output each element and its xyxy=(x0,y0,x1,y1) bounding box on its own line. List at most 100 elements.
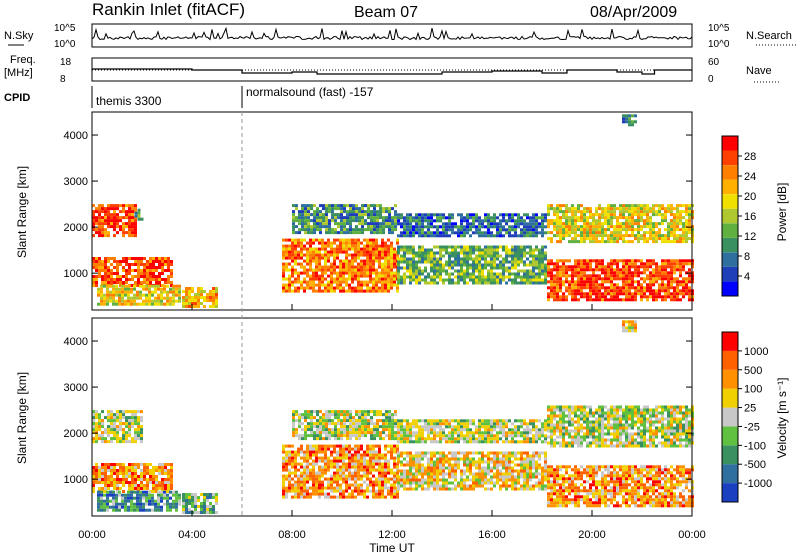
heatmap-cell xyxy=(351,256,354,260)
heatmap-cell xyxy=(215,511,218,514)
heatmap-cell xyxy=(571,277,574,281)
heatmap-cell xyxy=(301,222,304,226)
heatmap-cell xyxy=(652,222,655,226)
heatmap-cell xyxy=(321,486,324,490)
heatmap-cell xyxy=(128,269,131,272)
heatmap-cell xyxy=(139,302,142,306)
heatmap-cell xyxy=(130,296,133,300)
heatmap-cell xyxy=(95,257,98,260)
heatmap-cell xyxy=(550,231,553,235)
heatmap-cell xyxy=(304,431,307,435)
heatmap-cell xyxy=(424,266,427,270)
heatmap-cell xyxy=(122,466,125,469)
heatmap-cell xyxy=(95,266,98,269)
heatmap-cell xyxy=(391,434,394,438)
heatmap-cell xyxy=(118,287,121,291)
heatmap-cell xyxy=(98,272,101,275)
heatmap-cell xyxy=(688,277,691,281)
heatmap-cell xyxy=(457,275,460,279)
heatmap-cell xyxy=(604,210,607,214)
heatmap-cell xyxy=(148,508,151,512)
heatmap-cell xyxy=(469,222,472,226)
heatmap-cell xyxy=(215,305,218,308)
y-tick-label: 3000 xyxy=(64,176,88,188)
heatmap-cell xyxy=(315,247,318,251)
heatmap-cell xyxy=(115,287,118,291)
heatmap-cell xyxy=(628,280,631,284)
heatmap-cell xyxy=(161,469,164,472)
heatmap-cell xyxy=(292,219,295,223)
heatmap-cell xyxy=(373,422,376,426)
heatmap-cell xyxy=(415,219,418,223)
heatmap-cell xyxy=(586,228,589,232)
heatmap-cell xyxy=(529,260,532,264)
heatmap-cell xyxy=(304,428,307,432)
heatmap-cell xyxy=(532,231,535,235)
heatmap-cell xyxy=(119,204,122,208)
heatmap-cell xyxy=(367,222,370,226)
heatmap-cell xyxy=(571,298,574,302)
heatmap-cell xyxy=(390,244,393,248)
heatmap-cell xyxy=(637,274,640,278)
heatmap-cell xyxy=(562,298,565,302)
heatmap-cell xyxy=(508,219,511,223)
heatmap-cell xyxy=(92,275,95,278)
heatmap-cell xyxy=(400,234,403,238)
heatmap-cell xyxy=(125,434,128,438)
heatmap-cell xyxy=(319,222,322,226)
heatmap-cell xyxy=(303,486,306,490)
heatmap-cell xyxy=(291,489,294,493)
heatmap-cell xyxy=(646,265,649,269)
heatmap-cell xyxy=(649,262,652,266)
heatmap-cell xyxy=(610,219,613,223)
heatmap-cell xyxy=(634,114,637,118)
heatmap-cell xyxy=(436,263,439,267)
heatmap-cell xyxy=(140,257,143,260)
heatmap-cell xyxy=(520,248,523,252)
heatmap-cell xyxy=(313,437,316,441)
heatmap-cell xyxy=(676,216,679,220)
heatmap-cell xyxy=(312,450,315,454)
heatmap-cell xyxy=(363,274,366,278)
heatmap-cell xyxy=(122,422,125,426)
heatmap-cell xyxy=(306,241,309,245)
heatmap-cell xyxy=(595,225,598,229)
heatmap-cell xyxy=(130,505,133,509)
heatmap-cell xyxy=(382,219,385,223)
heatmap-cell xyxy=(532,248,535,252)
heatmap-cell xyxy=(472,257,475,261)
heatmap-cell xyxy=(574,237,577,241)
heatmap-cell xyxy=(118,299,121,303)
heatmap-cell xyxy=(640,225,643,229)
heatmap-cell xyxy=(188,299,191,302)
heatmap-cell xyxy=(139,502,142,506)
heatmap-cell xyxy=(427,222,430,226)
heatmap-cell xyxy=(631,123,634,127)
heatmap-cell xyxy=(300,256,303,260)
heatmap-cell xyxy=(294,262,297,266)
heatmap-cell xyxy=(128,481,131,484)
heatmap-cell xyxy=(463,251,466,255)
heatmap-cell xyxy=(95,263,98,266)
heatmap-cell xyxy=(336,468,339,472)
heatmap-cell xyxy=(372,256,375,260)
heatmap-cell xyxy=(451,278,454,282)
heatmap-cell xyxy=(318,486,321,490)
heatmap-cell xyxy=(490,281,493,285)
heatmap-cell xyxy=(154,302,157,306)
heatmap-cell xyxy=(197,290,200,293)
heatmap-cell xyxy=(616,207,619,211)
heatmap-cell xyxy=(352,416,355,420)
heatmap-cell xyxy=(101,219,104,223)
heatmap-cell xyxy=(119,469,122,472)
heatmap-cell xyxy=(112,284,115,288)
heatmap-cell xyxy=(565,277,568,281)
heatmap-cell xyxy=(366,459,369,463)
heatmap-cell xyxy=(134,269,137,272)
heatmap-cell xyxy=(553,234,556,238)
heatmap-cell xyxy=(424,260,427,264)
heatmap-cell xyxy=(110,469,113,472)
heatmap-cell xyxy=(185,496,188,499)
heatmap-cell xyxy=(194,505,197,508)
heatmap-cell xyxy=(415,216,418,220)
